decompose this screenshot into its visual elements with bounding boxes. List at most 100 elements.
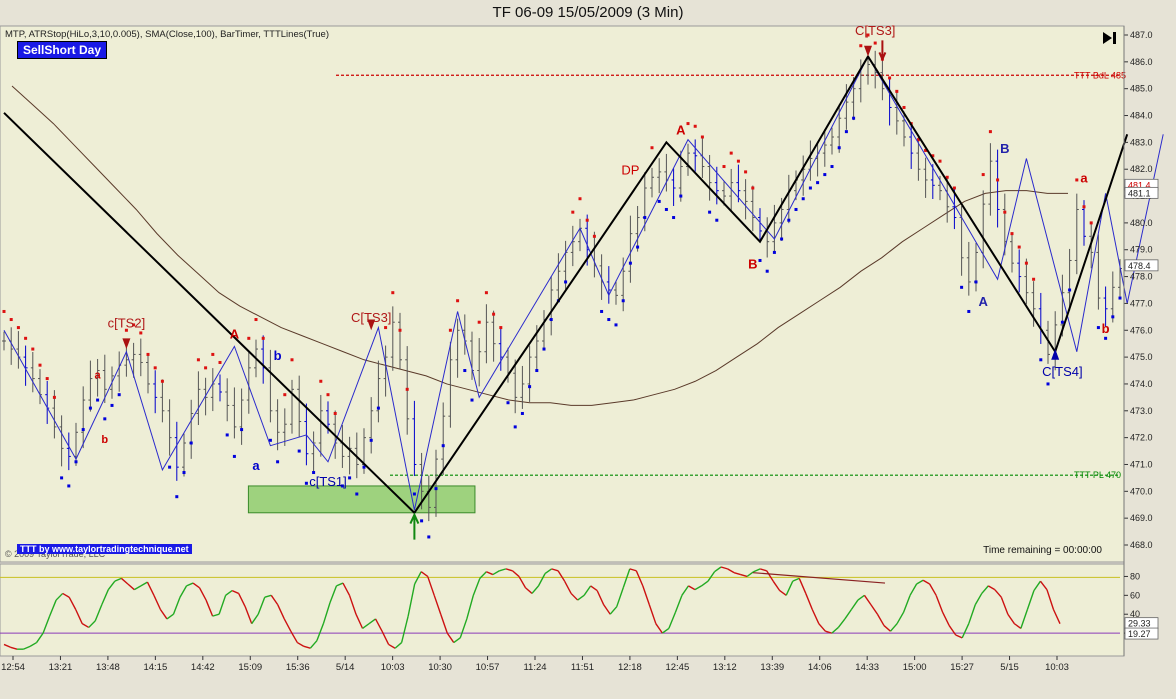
atr-stop-dot bbox=[1089, 221, 1093, 225]
atr-stop-dot bbox=[204, 366, 208, 370]
time-tick-label: 15:09 bbox=[238, 662, 262, 673]
time-tick-label: 14:33 bbox=[855, 662, 879, 673]
atr-stop-dot bbox=[333, 411, 337, 415]
osc-segment bbox=[557, 570, 566, 582]
price-bar bbox=[520, 365, 525, 409]
price-bar bbox=[902, 111, 906, 147]
atr-stop-dot bbox=[124, 328, 128, 332]
osc-segment bbox=[876, 613, 885, 626]
atr-stop-dot bbox=[664, 207, 668, 211]
atr-stop-dot bbox=[700, 135, 704, 139]
osc-segment bbox=[198, 587, 207, 601]
osc-segment bbox=[518, 576, 527, 589]
osc-segment bbox=[186, 582, 194, 587]
price-bar bbox=[1096, 234, 1101, 310]
price-bar bbox=[182, 433, 186, 477]
atr-stop-dot bbox=[564, 280, 568, 284]
osc-segment bbox=[329, 585, 338, 604]
atr-stop-dot bbox=[974, 280, 978, 284]
osc-segment bbox=[36, 632, 44, 643]
osc-segment bbox=[570, 592, 579, 601]
osc-segment bbox=[127, 583, 135, 591]
atr-stop-dot bbox=[981, 173, 985, 177]
price-tick-label: 480.0 bbox=[1130, 218, 1153, 228]
osc-segment bbox=[146, 581, 155, 596]
osc-segment bbox=[889, 623, 898, 632]
price-bar bbox=[894, 91, 899, 135]
time-tick-label: 14:06 bbox=[808, 662, 832, 673]
time-tick-label: 12:45 bbox=[665, 662, 689, 673]
osc-segment bbox=[400, 615, 409, 643]
price-bar bbox=[930, 164, 935, 200]
osc-segment bbox=[134, 585, 142, 591]
atr-stop-dot bbox=[816, 181, 820, 185]
wave-label: a bbox=[1080, 171, 1088, 186]
price-bar bbox=[736, 164, 741, 203]
osc-segment bbox=[825, 630, 833, 634]
atr-stop-dot bbox=[967, 309, 971, 313]
atr-stop-dot bbox=[1082, 205, 1086, 209]
price-bar bbox=[858, 59, 863, 103]
price-tick-label: 486.0 bbox=[1130, 57, 1153, 67]
price-tick-label: 469.0 bbox=[1130, 513, 1153, 523]
osc-segment bbox=[336, 582, 344, 587]
atr-stop-dot bbox=[2, 309, 6, 313]
osc-segment bbox=[492, 570, 500, 576]
atr-stop-dot bbox=[657, 199, 661, 203]
price-bar bbox=[822, 129, 827, 167]
wave-label: C[TS3] bbox=[855, 23, 895, 38]
atr-stop-dot bbox=[1032, 277, 1036, 281]
atr-stop-dot bbox=[549, 318, 553, 322]
atr-stop-dot bbox=[787, 218, 791, 222]
osc-segment bbox=[270, 594, 279, 606]
wave-label: B bbox=[1000, 141, 1009, 156]
osc-segment bbox=[3, 643, 11, 648]
osc-segment bbox=[172, 596, 181, 615]
atr-stop-dot bbox=[369, 438, 373, 442]
time-tick-label: 10:57 bbox=[476, 662, 500, 673]
osc-segment bbox=[916, 579, 924, 585]
atr-stop-dot bbox=[715, 218, 719, 222]
atr-stop-dot bbox=[9, 318, 13, 322]
osc-segment bbox=[609, 606, 618, 615]
sellshort-badge: SellShort Day bbox=[17, 41, 108, 59]
osc-segment bbox=[870, 604, 879, 615]
triangle-down-icon bbox=[864, 45, 872, 57]
osc-segment bbox=[348, 595, 357, 615]
osc-segment bbox=[596, 590, 605, 606]
atr-stop-dot bbox=[24, 336, 28, 340]
osc-segment bbox=[740, 573, 748, 578]
price-bar bbox=[491, 310, 496, 362]
osc-segment bbox=[231, 589, 239, 595]
atr-stop-dot bbox=[362, 465, 366, 469]
atr-stop-dot bbox=[268, 438, 272, 442]
atr-stop-dot bbox=[499, 326, 503, 330]
price-bar bbox=[477, 338, 482, 387]
osc-segment bbox=[525, 587, 533, 594]
osc-segment bbox=[935, 595, 944, 613]
osc-segment bbox=[537, 573, 546, 587]
time-tick-label: 13:48 bbox=[96, 662, 120, 673]
time-tick-label: 10:03 bbox=[381, 662, 405, 673]
osc-segment bbox=[577, 594, 585, 601]
price-bar bbox=[160, 379, 165, 423]
atr-stop-dot bbox=[420, 519, 424, 523]
osc-segment bbox=[798, 578, 807, 594]
atr-stop-dot bbox=[1010, 232, 1014, 236]
osc-segment bbox=[655, 623, 663, 634]
atr-stop-dot bbox=[340, 484, 344, 488]
play-pause-icon[interactable] bbox=[1103, 32, 1116, 44]
atr-stop-dot bbox=[153, 366, 157, 370]
atr-stop-dot bbox=[895, 89, 899, 93]
ttt-url-badge[interactable]: TTT by www.taylortradingtechnique.net bbox=[17, 544, 192, 554]
osc-segment bbox=[961, 623, 970, 639]
atr-stop-dot bbox=[808, 186, 812, 190]
osc-segment bbox=[75, 609, 83, 624]
osc-segment bbox=[362, 623, 370, 629]
osc-segment bbox=[407, 583, 416, 617]
osc-segment bbox=[388, 643, 396, 649]
osc-segment bbox=[433, 595, 442, 615]
osc-segment bbox=[511, 570, 520, 577]
price-bar bbox=[88, 360, 93, 412]
wave-label: A bbox=[676, 122, 686, 137]
